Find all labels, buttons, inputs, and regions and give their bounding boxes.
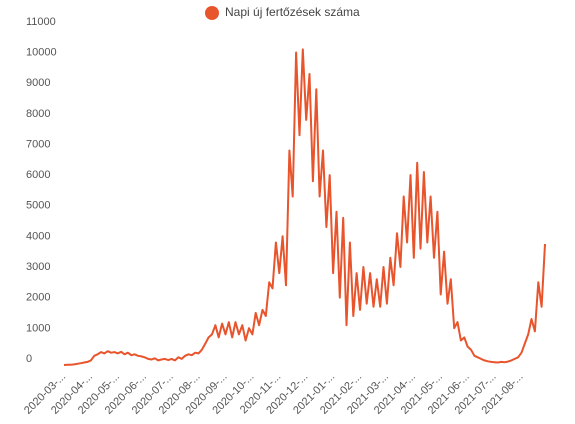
y-tick-label: 8000 bbox=[26, 108, 50, 120]
y-tick-label: 2000 bbox=[26, 292, 50, 304]
y-tick-label: 9000 bbox=[26, 77, 50, 89]
y-tick-label: 6000 bbox=[26, 169, 50, 181]
data-line bbox=[63, 48, 546, 366]
y-tick-label: 0 bbox=[26, 353, 32, 365]
legend-label: Napi új fertőzések száma bbox=[225, 5, 360, 19]
y-tick-label: 1000 bbox=[26, 322, 50, 334]
y-tick-label: 11000 bbox=[26, 16, 56, 28]
y-tick-label: 4000 bbox=[26, 230, 50, 242]
legend-marker bbox=[205, 6, 219, 20]
y-tick-label: 7000 bbox=[26, 138, 50, 150]
y-tick-label: 10000 bbox=[26, 47, 57, 59]
y-tick-label: 5000 bbox=[26, 200, 50, 212]
y-tick-label: 3000 bbox=[26, 261, 50, 273]
